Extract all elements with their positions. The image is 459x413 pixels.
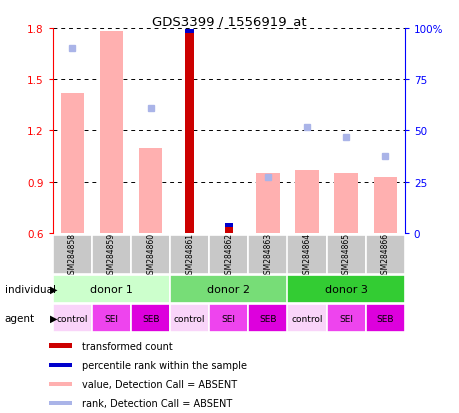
Bar [131,235,170,275]
Text: rank, Detection Call = ABSENT: rank, Detection Call = ABSENT [82,399,232,408]
Bar [139,148,162,233]
Bar [209,304,248,332]
Text: GSM284863: GSM284863 [263,232,272,278]
Bar [49,382,72,386]
Bar [326,235,365,275]
Text: GSM284865: GSM284865 [341,232,350,278]
Text: donor 1: donor 1 [90,285,133,294]
Bar [170,275,287,304]
Title: GDS3399 / 1556919_at: GDS3399 / 1556919_at [151,15,306,28]
Text: GSM284862: GSM284862 [224,232,233,278]
Text: control: control [291,314,322,323]
Bar [287,304,326,332]
Text: SEB: SEB [141,314,159,323]
Text: individual: individual [5,285,56,294]
Bar [224,223,233,228]
Bar [185,30,194,34]
Bar [295,170,318,233]
Bar [287,275,404,304]
Text: SEI: SEI [104,314,118,323]
Bar [248,304,287,332]
Bar [334,174,357,233]
Bar [53,275,170,304]
Bar [256,174,279,233]
Text: SEB: SEB [375,314,393,323]
Bar [100,32,123,233]
Bar [248,235,287,275]
Bar [49,401,72,406]
Text: GSM284859: GSM284859 [107,232,116,278]
Bar [373,177,396,233]
Bar [209,235,248,275]
Text: GSM284861: GSM284861 [185,232,194,278]
Text: SEI: SEI [338,314,353,323]
Text: SEB: SEB [258,314,276,323]
Bar [170,304,209,332]
Bar [61,94,84,233]
Bar [185,31,194,233]
Text: GSM284860: GSM284860 [146,232,155,278]
Text: GSM284864: GSM284864 [302,232,311,278]
Text: control: control [56,314,88,323]
Bar [170,235,209,275]
Text: GSM284858: GSM284858 [68,232,77,278]
Text: donor 2: donor 2 [207,285,250,294]
Text: GSM284866: GSM284866 [380,232,389,278]
Bar [326,304,365,332]
Bar [224,228,233,233]
Text: transformed count: transformed count [82,341,172,351]
Bar [92,235,131,275]
Text: percentile rank within the sample: percentile rank within the sample [82,360,246,370]
Bar [131,304,170,332]
Bar [365,235,404,275]
Bar [92,304,131,332]
Bar [53,235,92,275]
Bar [53,304,92,332]
Bar [49,344,72,348]
Text: ▶: ▶ [50,313,57,323]
Bar [49,363,72,367]
Text: value, Detection Call = ABSENT: value, Detection Call = ABSENT [82,379,236,389]
Text: ▶: ▶ [50,285,57,294]
Text: control: control [174,314,205,323]
Text: donor 3: donor 3 [324,285,367,294]
Text: agent: agent [5,313,34,323]
Bar [287,235,326,275]
Bar [365,304,404,332]
Text: SEI: SEI [221,314,235,323]
